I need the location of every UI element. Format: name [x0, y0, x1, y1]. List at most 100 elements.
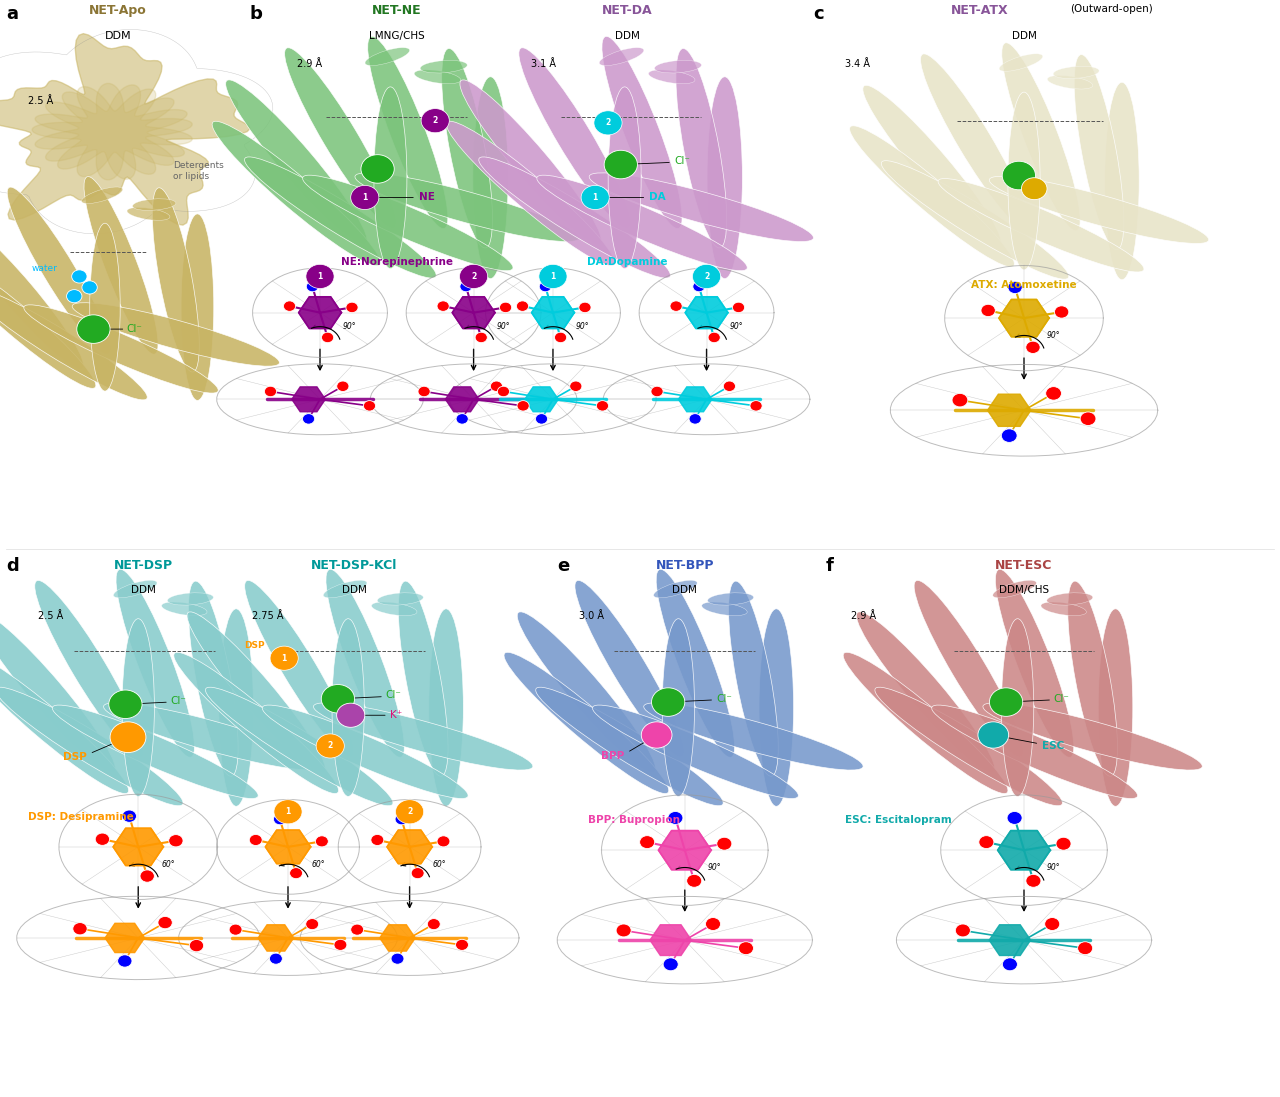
Ellipse shape — [575, 580, 684, 757]
Text: 90°: 90° — [497, 323, 511, 331]
Circle shape — [499, 302, 512, 313]
Ellipse shape — [649, 70, 695, 83]
Polygon shape — [298, 297, 342, 328]
Circle shape — [668, 812, 684, 824]
Circle shape — [1007, 281, 1023, 294]
Text: 2: 2 — [328, 742, 333, 750]
Circle shape — [189, 939, 204, 952]
Ellipse shape — [324, 580, 367, 598]
Ellipse shape — [0, 255, 96, 388]
Ellipse shape — [442, 48, 493, 248]
Ellipse shape — [168, 592, 214, 606]
Text: 2: 2 — [407, 807, 412, 816]
Text: water: water — [32, 264, 58, 273]
Ellipse shape — [284, 48, 396, 228]
Text: 1: 1 — [593, 193, 598, 202]
Circle shape — [952, 394, 968, 407]
Circle shape — [535, 414, 548, 425]
Circle shape — [436, 836, 451, 847]
Circle shape — [396, 814, 408, 825]
Text: 2: 2 — [433, 116, 438, 125]
Polygon shape — [525, 387, 558, 411]
Ellipse shape — [367, 36, 448, 228]
Ellipse shape — [993, 580, 1037, 598]
Ellipse shape — [701, 602, 748, 615]
Ellipse shape — [161, 602, 207, 615]
Text: ESC: ESC — [1042, 740, 1064, 751]
Ellipse shape — [1105, 82, 1139, 280]
Circle shape — [456, 414, 468, 425]
Circle shape — [739, 941, 754, 954]
Ellipse shape — [479, 157, 671, 278]
Circle shape — [686, 874, 701, 887]
Ellipse shape — [302, 176, 513, 271]
Ellipse shape — [133, 199, 175, 211]
Text: Cl⁻: Cl⁻ — [385, 690, 401, 701]
Ellipse shape — [8, 188, 110, 353]
Text: 2.5 Å: 2.5 Å — [38, 611, 64, 621]
Circle shape — [750, 400, 762, 411]
Circle shape — [989, 688, 1023, 716]
Ellipse shape — [983, 703, 1202, 770]
Ellipse shape — [460, 80, 602, 245]
Text: b: b — [250, 5, 262, 23]
Circle shape — [516, 301, 529, 312]
Ellipse shape — [1002, 43, 1080, 230]
Text: 90°: 90° — [730, 323, 744, 331]
Text: NET-BPP: NET-BPP — [655, 559, 714, 573]
Ellipse shape — [262, 705, 468, 799]
Ellipse shape — [314, 703, 532, 770]
Text: DDM: DDM — [614, 31, 640, 41]
Circle shape — [306, 264, 334, 289]
Circle shape — [616, 924, 631, 937]
Ellipse shape — [212, 122, 380, 265]
Circle shape — [334, 939, 347, 950]
Text: 90°: 90° — [1047, 863, 1061, 872]
Ellipse shape — [876, 687, 1062, 805]
Text: 3.1 Å: 3.1 Å — [531, 59, 557, 69]
Polygon shape — [259, 925, 293, 951]
Circle shape — [475, 332, 488, 342]
Ellipse shape — [116, 569, 195, 757]
Ellipse shape — [536, 687, 723, 805]
Text: K⁺: K⁺ — [390, 710, 403, 721]
Circle shape — [351, 924, 364, 935]
Text: DDM: DDM — [342, 585, 367, 595]
Polygon shape — [988, 394, 1030, 427]
Text: Cl⁻: Cl⁻ — [1053, 693, 1069, 704]
Polygon shape — [452, 297, 495, 328]
Polygon shape — [685, 297, 728, 328]
Ellipse shape — [0, 687, 183, 805]
Text: 60°: 60° — [311, 860, 325, 869]
Circle shape — [109, 690, 142, 719]
Polygon shape — [35, 87, 192, 180]
Polygon shape — [0, 34, 250, 225]
Ellipse shape — [82, 186, 123, 204]
Text: 2.9 Å: 2.9 Å — [297, 59, 323, 69]
Circle shape — [396, 800, 424, 824]
Text: c: c — [813, 5, 823, 23]
Ellipse shape — [1098, 609, 1133, 806]
Ellipse shape — [728, 581, 778, 777]
Text: Detergents
or lipids: Detergents or lipids — [173, 161, 224, 181]
Text: 1: 1 — [362, 193, 367, 202]
Ellipse shape — [662, 619, 695, 796]
Ellipse shape — [24, 305, 219, 393]
Ellipse shape — [420, 60, 467, 73]
Circle shape — [1001, 429, 1018, 442]
Circle shape — [421, 109, 449, 133]
Text: 60°: 60° — [433, 860, 447, 869]
Polygon shape — [678, 387, 712, 411]
Circle shape — [705, 917, 721, 930]
Polygon shape — [35, 83, 192, 177]
Ellipse shape — [472, 77, 508, 279]
Ellipse shape — [504, 653, 668, 793]
Text: DDM: DDM — [131, 585, 156, 595]
Text: 2: 2 — [605, 118, 611, 127]
Circle shape — [669, 301, 682, 312]
Ellipse shape — [850, 126, 1014, 267]
Circle shape — [1002, 958, 1018, 971]
Circle shape — [274, 814, 287, 825]
Text: 2.75 Å: 2.75 Å — [252, 611, 284, 621]
Ellipse shape — [654, 60, 701, 73]
